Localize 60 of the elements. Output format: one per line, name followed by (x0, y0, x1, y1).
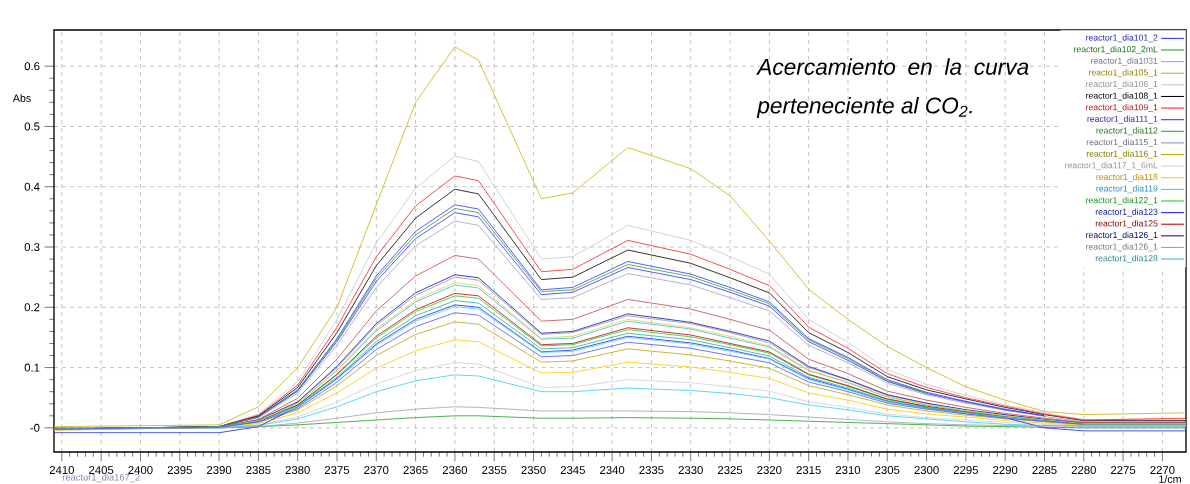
y-tick-label: 0.4 (24, 182, 40, 191)
y-tick-label: 0.6 (24, 62, 40, 71)
x-tick-label: 2305 (875, 466, 900, 475)
legend-label: reacto1_dia105_1 (1089, 69, 1158, 78)
y-axis-title: Abs (12, 94, 31, 102)
annotation: Acercamiento en la curva perteneciente al CO$_{2}$. (756, 58, 1029, 119)
x-tick-label: 2270 (1150, 466, 1175, 475)
legend-label: reactor1_dia126_1 (1086, 231, 1158, 240)
legend-label: reactor1_dia122_1 (1086, 196, 1158, 205)
legend-label: reactor1_dia109_1 (1086, 103, 1158, 112)
legend-label: reactor1_dia108_1 (1086, 92, 1158, 101)
x-tick-label: 2295 (953, 466, 979, 475)
x-tick-label: 2280 (1071, 466, 1096, 475)
y-tick-label: -0 (30, 423, 40, 432)
legend-label: reactor1_dia1031 (1090, 57, 1158, 66)
legend-label: reactor1_dia106_1 (1086, 80, 1158, 89)
x-tick-label: 2365 (403, 466, 428, 475)
x-tick-label: 2410 (49, 466, 75, 475)
legend-label: reactor1_dia126_1 (1086, 243, 1158, 252)
x-tick-label: 2285 (1032, 466, 1057, 475)
legend-label: reactor1_dia115_1 (1086, 138, 1158, 147)
x-tick-label: 2330 (678, 466, 703, 475)
x-tick-label: 2340 (600, 466, 625, 475)
y-tick-label: 0.3 (24, 243, 40, 252)
legend-label: reactor1_dia128 (1095, 254, 1158, 263)
x-tick-label: 2310 (835, 466, 861, 475)
x-tick-label: 2355 (482, 466, 507, 475)
x-axis-title: 1/cm (1159, 475, 1181, 483)
x-tick-label: 2290 (993, 466, 1018, 475)
y-tick-label: 0.1 (24, 363, 40, 372)
legend-label: reactor1_dia118 (1096, 173, 1158, 182)
legend-label: reactor1_dia116_1 (1086, 150, 1158, 159)
legend-label: reactor1_dia125 (1095, 220, 1158, 229)
x-tick-label: 2405 (89, 466, 114, 475)
x-tick-label: 2275 (1111, 466, 1136, 475)
y-tick-label: 0.5 (24, 122, 40, 131)
x-tick-label: 2320 (757, 466, 782, 475)
text: reactor1_dia167_2 (62, 473, 140, 483)
x-tick-label: 2390 (207, 466, 232, 475)
legend-label: reactor1_dia112 (1096, 127, 1158, 136)
legend-label: reactor1_dia117_1_6mL (1065, 162, 1158, 170)
legend-label: reactor1_dia123 (1095, 208, 1158, 217)
x-tick-label: 2345 (560, 466, 585, 475)
x-tick-label: 2360 (442, 466, 468, 475)
x-tick-label: 2350 (521, 466, 546, 475)
legend-label: reactor1_dia111_1 (1087, 115, 1158, 124)
x-tick-label: 2335 (639, 466, 664, 475)
x-tick-label: 2300 (914, 466, 939, 475)
x-tick-label: 2370 (364, 466, 389, 475)
x-tick-label: 2400 (128, 466, 153, 475)
legend-label: reactor1_dia102_2mL (1074, 45, 1158, 54)
legend-label: reactor1_dia101_2 (1086, 34, 1158, 43)
x-tick-label: 2375 (324, 466, 350, 475)
legend-label: reactor1_dia119 (1096, 185, 1158, 194)
y-tick-label: 0.2 (24, 303, 40, 312)
x-tick-label: 2380 (285, 466, 310, 475)
x-tick-label: 2395 (167, 466, 192, 475)
x-tick-label: 2315 (796, 466, 821, 475)
x-tick-label: 2385 (246, 466, 271, 475)
x-tick-label: 2325 (718, 466, 743, 475)
